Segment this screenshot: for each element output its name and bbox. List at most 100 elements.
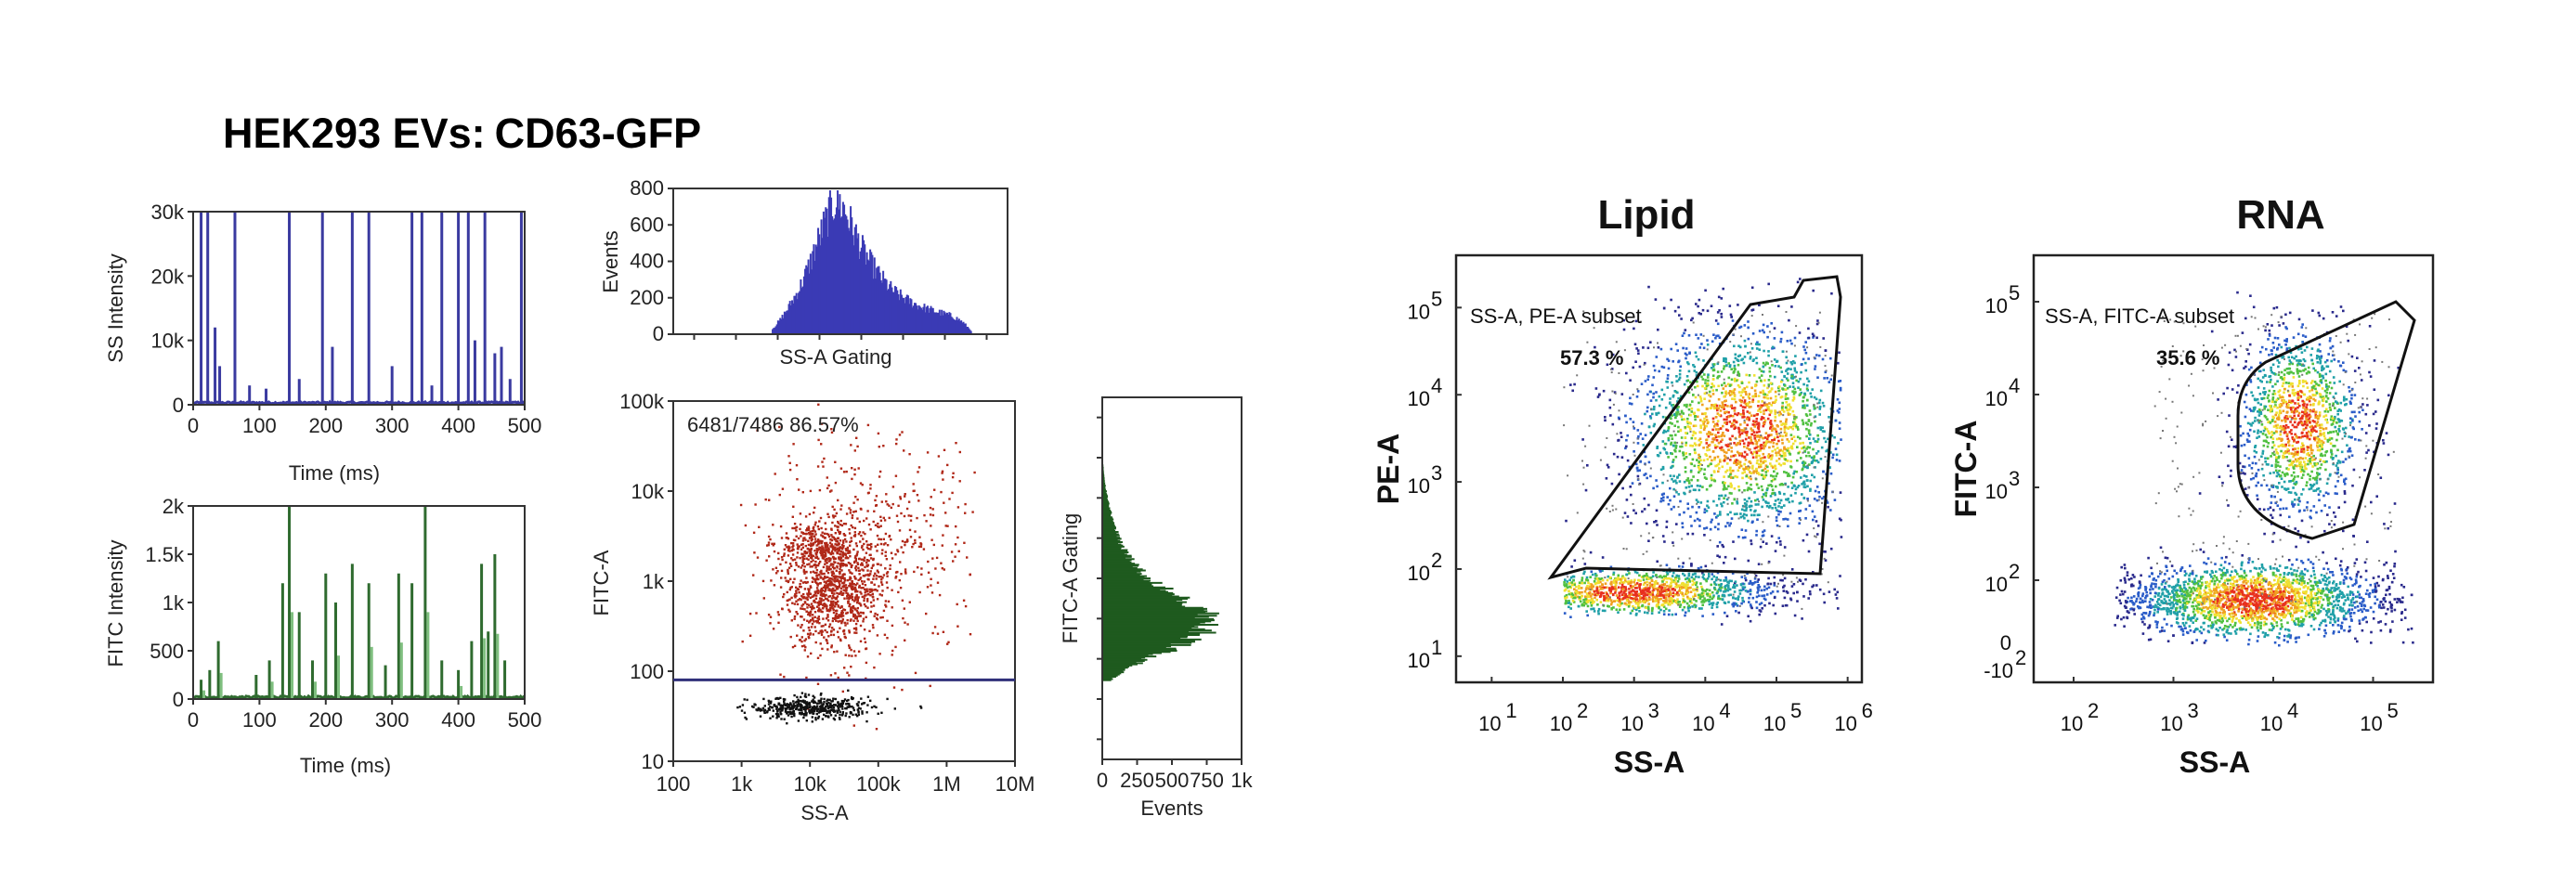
scatter-point bbox=[773, 542, 775, 545]
scatter-point bbox=[1691, 532, 1695, 536]
scatter-point bbox=[1769, 440, 1773, 444]
scatter-point bbox=[926, 586, 930, 589]
scatter-point bbox=[790, 707, 793, 710]
scatter-point bbox=[936, 632, 940, 635]
scatter-point bbox=[800, 708, 803, 712]
scatter-point bbox=[837, 528, 839, 532]
scatter-point bbox=[744, 524, 748, 527]
scatter-point bbox=[800, 713, 802, 716]
scatter-point bbox=[1748, 381, 1750, 384]
scatter-point bbox=[1734, 426, 1737, 429]
scatter-point bbox=[1816, 449, 1820, 453]
scatter-point bbox=[791, 542, 795, 545]
scatter-point bbox=[866, 573, 869, 577]
fitc-hist-xlabel: Events bbox=[1140, 797, 1203, 820]
scatter-point bbox=[1630, 402, 1633, 406]
scatter-point bbox=[1837, 380, 1841, 383]
scatter-point bbox=[1828, 381, 1831, 383]
scatter-point bbox=[1649, 399, 1653, 402]
scatter-point bbox=[1787, 447, 1789, 450]
scatter-point bbox=[864, 565, 866, 569]
scatter-point bbox=[815, 605, 819, 608]
scatter-point bbox=[1753, 423, 1756, 427]
scatter-point bbox=[795, 529, 798, 532]
scatter-point bbox=[1690, 407, 1694, 410]
scatter-point bbox=[810, 626, 813, 628]
scatter-point bbox=[1761, 496, 1764, 499]
scatter-point bbox=[853, 556, 857, 559]
scatter-point bbox=[1730, 378, 1734, 382]
scatter-point bbox=[1783, 384, 1787, 387]
scatter-point bbox=[1672, 360, 1674, 363]
scatter-point bbox=[845, 564, 848, 567]
scatter-point bbox=[799, 523, 802, 526]
scatter-point bbox=[1801, 493, 1803, 496]
scatter-point bbox=[1753, 434, 1756, 437]
scatter-point bbox=[866, 590, 869, 593]
scatter-point bbox=[1608, 398, 1612, 402]
scatter-point bbox=[844, 523, 848, 525]
scatter-point bbox=[1779, 420, 1782, 423]
scatter-point bbox=[1681, 522, 1684, 525]
scatter-point bbox=[869, 553, 872, 556]
scatter-point bbox=[1802, 446, 1805, 449]
scatter-point bbox=[863, 602, 866, 606]
scatter-point bbox=[1714, 403, 1717, 407]
scatter-point bbox=[914, 530, 917, 533]
scatter-point bbox=[1822, 405, 1826, 408]
scatter-point bbox=[1742, 361, 1746, 365]
scatter-point bbox=[1800, 457, 1802, 460]
scatter-point bbox=[1741, 504, 1745, 508]
scatter-point bbox=[793, 526, 796, 530]
scatter-point bbox=[1742, 408, 1745, 412]
scatter-point bbox=[1804, 421, 1808, 424]
scatter-point bbox=[774, 572, 778, 575]
scatter-point bbox=[1712, 404, 1716, 407]
scatter-point bbox=[1780, 438, 1784, 442]
scatter-point bbox=[1704, 382, 1707, 384]
scatter-point bbox=[842, 585, 845, 588]
scatter-point bbox=[860, 558, 864, 561]
scatter-point bbox=[1698, 312, 1700, 315]
scatter-point bbox=[854, 566, 857, 570]
scatter-point bbox=[848, 585, 851, 588]
scatter-point bbox=[1751, 456, 1755, 459]
scatter-point bbox=[826, 551, 830, 553]
scatter-point bbox=[1716, 455, 1720, 459]
scatter-point bbox=[802, 570, 805, 573]
scatter-point bbox=[1667, 359, 1671, 362]
scatter-point bbox=[813, 601, 816, 603]
scatter-point bbox=[805, 570, 808, 574]
scatter-point bbox=[843, 564, 846, 566]
scatter-point bbox=[1725, 487, 1728, 490]
scatter-point bbox=[1678, 480, 1682, 483]
scatter-point bbox=[1721, 401, 1724, 404]
scatter-point bbox=[902, 616, 904, 620]
scatter-point bbox=[923, 513, 926, 517]
scatter-point bbox=[1688, 453, 1692, 456]
scatter-point bbox=[1802, 497, 1806, 499]
scatter-point bbox=[1679, 445, 1682, 448]
scatter-point bbox=[802, 562, 805, 564]
scatter-point bbox=[817, 610, 820, 613]
scatter-point bbox=[1769, 421, 1772, 424]
scatter-point bbox=[828, 541, 832, 544]
scatter-point bbox=[1823, 550, 1826, 553]
scatter-point bbox=[1770, 434, 1773, 436]
scatter-point bbox=[828, 610, 831, 613]
scatter-point bbox=[807, 590, 811, 592]
scatter-point bbox=[855, 602, 859, 604]
scatter-point bbox=[811, 606, 813, 609]
scatter-point bbox=[1778, 492, 1782, 495]
scatter-point bbox=[777, 702, 781, 706]
scatter-point bbox=[1763, 393, 1767, 396]
scatter-point bbox=[852, 511, 855, 513]
scatter-point bbox=[800, 705, 803, 707]
scatter-point bbox=[1796, 280, 1800, 284]
scatter-point bbox=[1708, 444, 1711, 447]
scatter-point bbox=[1717, 462, 1720, 466]
scatter-point bbox=[1767, 354, 1770, 357]
scatter-point bbox=[769, 622, 772, 625]
scatter-point bbox=[1789, 465, 1792, 468]
scatter-point bbox=[1728, 524, 1731, 527]
